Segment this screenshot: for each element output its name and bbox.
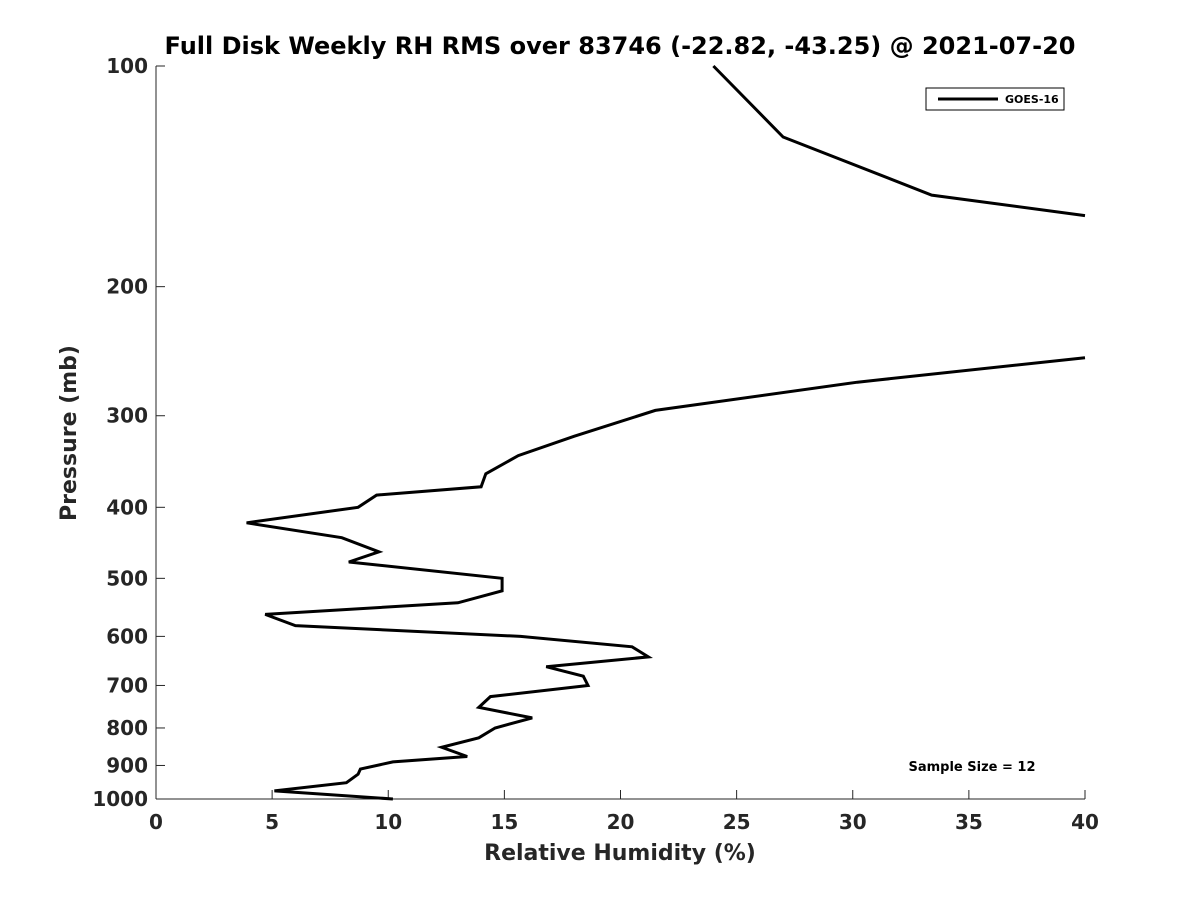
series-layer: [246, 64, 1086, 801]
sample-size-annotation: Sample Size = 12: [908, 760, 1035, 775]
y-tick-label: 1000: [92, 787, 148, 811]
x-tick-label: 40: [1071, 810, 1099, 834]
x-axis-label: Relative Humidity (%): [484, 841, 756, 866]
y-tick-label: 800: [106, 716, 148, 740]
axes: 0 5 10 15 20 25 30 35 40 100 200 300 400 500 600 700 800…: [92, 54, 1099, 834]
series-line-goes-16: [712, 64, 1086, 218]
legend: GOES-16: [925, 87, 1065, 111]
x-tick-label: 25: [723, 810, 751, 834]
y-axis-label: Pressure (mb): [57, 345, 82, 521]
x-tick-label: 5: [265, 810, 279, 834]
y-tick-label: 200: [106, 275, 148, 299]
x-tick-label: 15: [490, 810, 518, 834]
series-line-goes-16: [246, 356, 1086, 801]
x-tick-label: 35: [955, 810, 983, 834]
y-tick-label: 900: [106, 753, 148, 777]
y-tick-label: 600: [106, 624, 148, 648]
y-tick-label: 100: [106, 54, 148, 78]
legend-label: GOES-16: [1005, 93, 1059, 106]
x-tick-label: 0: [149, 810, 163, 834]
y-tick-label: 500: [106, 566, 148, 590]
y-tick-label: 400: [106, 495, 148, 519]
x-tick-label: 20: [607, 810, 635, 834]
y-tick-label: 300: [106, 404, 148, 428]
x-tick-label: 10: [374, 810, 402, 834]
chart-title: Full Disk Weekly RH RMS over 83746 (-22.…: [165, 32, 1076, 60]
y-tick-label: 700: [106, 673, 148, 697]
x-tick-label: 30: [839, 810, 867, 834]
